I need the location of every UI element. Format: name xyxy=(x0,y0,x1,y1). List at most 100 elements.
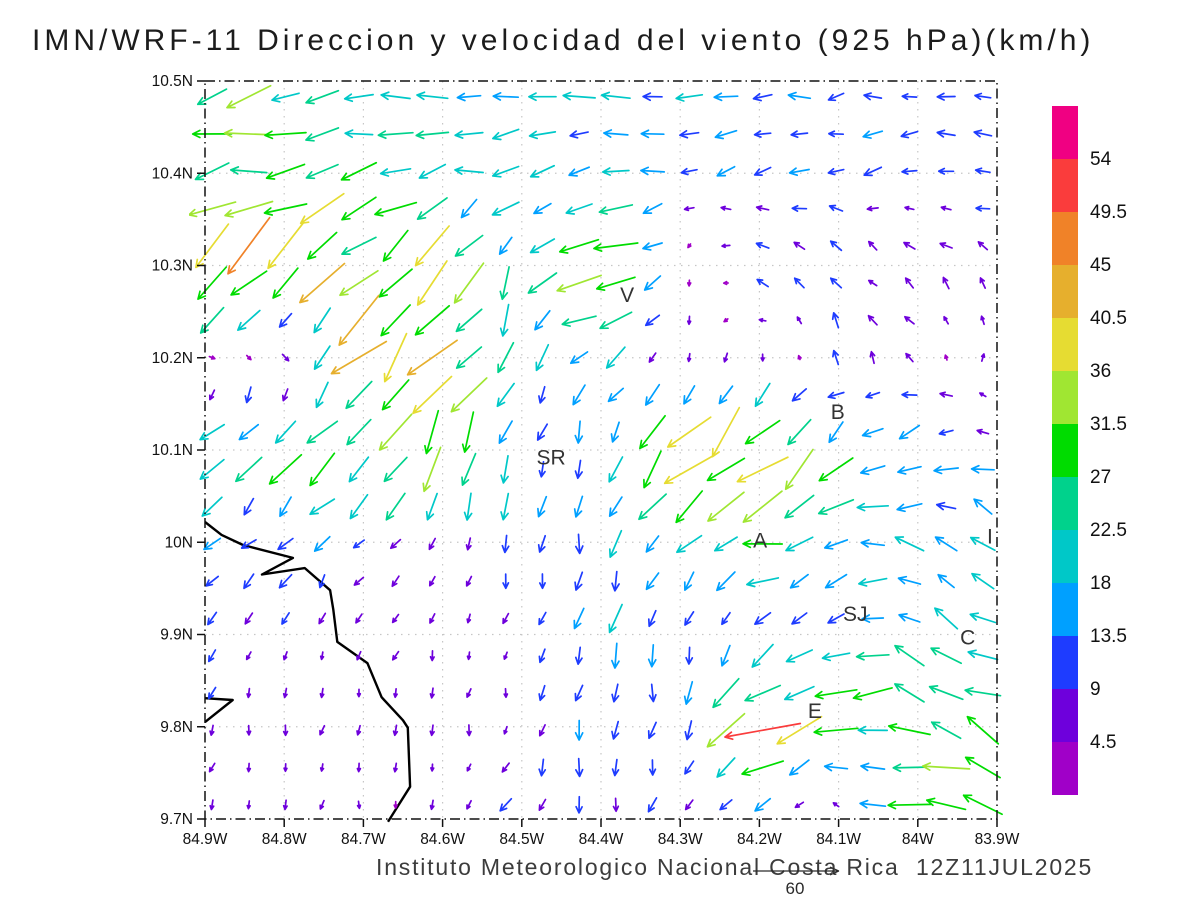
wind-arrow xyxy=(265,163,306,180)
wind-arrow xyxy=(428,575,436,587)
wind-arrow xyxy=(569,130,589,139)
wind-arrow xyxy=(529,238,556,254)
wind-arrow xyxy=(714,129,738,140)
colorbar-label: 13.5 xyxy=(1090,626,1127,647)
wind-arrow xyxy=(466,763,472,772)
wind-arrow xyxy=(339,269,379,297)
wind-arrow xyxy=(856,502,890,512)
wind-arrow xyxy=(556,274,602,293)
wind-arrow xyxy=(502,573,510,590)
coastline-path xyxy=(204,697,234,724)
wind-arrow xyxy=(930,647,963,665)
wind-arrow xyxy=(598,204,634,215)
wind-arrow xyxy=(859,799,887,809)
wind-arrow xyxy=(501,762,510,773)
wind-arrow xyxy=(466,613,472,624)
wind-arrow xyxy=(713,92,739,102)
wind-arrow xyxy=(209,724,215,736)
wind-arrow xyxy=(644,383,661,406)
wind-arrow xyxy=(197,266,228,300)
wind-arrow xyxy=(829,277,843,289)
wind-arrow xyxy=(279,496,292,518)
wind-arrow xyxy=(937,573,955,589)
station-label: SJ xyxy=(843,603,868,626)
wind-arrow xyxy=(465,537,472,551)
wind-arrow xyxy=(642,202,663,215)
wind-arrow xyxy=(643,275,662,291)
wind-arrow xyxy=(867,240,878,251)
wind-arrow xyxy=(271,92,300,103)
wind-arrow xyxy=(498,236,513,255)
wind-arrow xyxy=(227,216,271,275)
wind-arrow xyxy=(647,721,657,740)
colorbar-segment xyxy=(1052,212,1078,265)
wind-arrow xyxy=(245,651,252,661)
wind-arrow xyxy=(758,317,767,323)
wind-arrow xyxy=(348,456,370,483)
wind-arrow xyxy=(460,198,478,219)
colorbar-segment xyxy=(1052,636,1078,689)
wind-arrow xyxy=(497,341,515,374)
wind-arrow xyxy=(612,797,620,813)
wind-arrow xyxy=(892,763,927,773)
wind-arrow xyxy=(724,722,802,741)
wind-arrow xyxy=(429,799,435,811)
wind-arrow xyxy=(784,494,815,519)
wind-arrow xyxy=(796,316,803,325)
wind-arrow xyxy=(538,611,547,626)
wind-arrow xyxy=(901,391,918,399)
wind-arrow xyxy=(196,88,228,106)
wind-arrow xyxy=(492,92,520,101)
x-tick-label: 84.5W xyxy=(499,831,544,848)
wind-arrow xyxy=(208,355,216,360)
wind-arrow xyxy=(753,166,772,176)
wind-arrow xyxy=(716,571,736,592)
wind-arrow xyxy=(900,130,919,139)
y-axis-labels: 10.5N 10.4N 10.3N 10.2N 10.1N 10N 9.9N 9.8N 9.7N xyxy=(152,73,193,828)
wind-arrow xyxy=(533,202,552,215)
wind-arrow xyxy=(823,539,849,550)
wind-arrow xyxy=(341,196,377,221)
colorbar-segment xyxy=(1052,159,1078,212)
colorbar-label: 31.5 xyxy=(1090,414,1127,435)
wind-arrow xyxy=(760,353,765,362)
wind-arrow xyxy=(639,414,666,450)
wind-arrow xyxy=(683,680,694,705)
wind-arrow xyxy=(790,130,809,139)
wind-arrow xyxy=(356,724,362,736)
wind-arrow xyxy=(791,388,808,402)
wind-arrow xyxy=(974,92,992,101)
wind-arrow xyxy=(647,797,658,813)
wind-arrow xyxy=(599,311,633,330)
wind-arrow xyxy=(491,201,520,216)
wind-arrow xyxy=(788,167,810,177)
wind-arrow xyxy=(455,346,483,369)
colorbar-label: 54 xyxy=(1090,149,1112,170)
wind-arrow xyxy=(896,502,923,513)
wind-arrow xyxy=(785,536,814,552)
y-tick-label: 10N xyxy=(165,534,193,551)
wind-arrow xyxy=(243,497,255,516)
wind-arrow xyxy=(281,612,290,625)
wind-arrow xyxy=(424,409,440,455)
wind-arrow xyxy=(499,266,510,301)
wind-arrow xyxy=(502,612,510,625)
wind-arrow xyxy=(980,315,985,326)
wind-arrow xyxy=(503,725,508,735)
wind-arrow xyxy=(905,352,914,363)
colorbar-segment xyxy=(1052,742,1078,795)
wind-arrow xyxy=(282,651,288,661)
wind-arrow xyxy=(964,686,1002,697)
wind-arrow xyxy=(814,688,858,700)
wind-arrow xyxy=(454,166,484,175)
wind-arrow xyxy=(496,382,515,408)
x-tick-label: 84.3W xyxy=(658,831,703,848)
wind-arrow xyxy=(313,307,332,334)
wind-arrow xyxy=(238,423,260,441)
wind-arrow xyxy=(898,613,921,623)
wind-arrow xyxy=(244,386,253,404)
wind-arrow xyxy=(355,613,363,624)
wind-arrow xyxy=(647,643,657,668)
wind-arrow xyxy=(679,129,700,139)
wind-arrow xyxy=(500,492,510,521)
